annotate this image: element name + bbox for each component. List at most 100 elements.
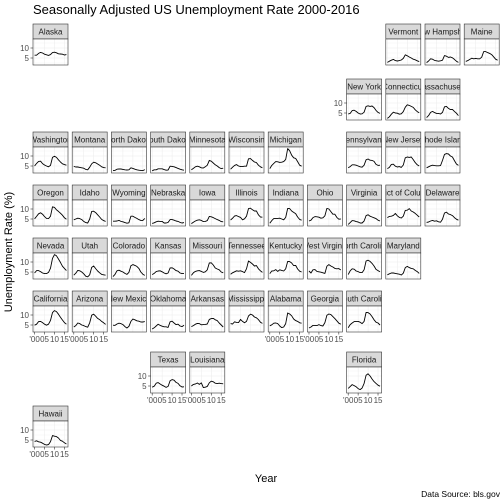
plot-bg-montana (72, 147, 108, 173)
strip-label-alaska: Alaska (38, 28, 63, 37)
panel-nebraska: Nebraska (150, 184, 186, 227)
plot-bg-alaska (33, 39, 68, 65)
series-line-ohio (308, 207, 341, 222)
series-line-rhode-island (426, 153, 459, 169)
strip-label-vermont: Vermont (388, 28, 419, 37)
panel-border-north-carolina (346, 252, 382, 280)
panel-idaho: Idaho (71, 184, 108, 227)
panel-new-hampshire: New Hampshire (424, 23, 461, 66)
strip-label-oklahoma: Oklahoma (150, 295, 187, 304)
plot-bg-texas (150, 367, 186, 393)
panel-border-nevada (32, 252, 69, 280)
panel-arkansas: Arkansas (189, 290, 226, 333)
series-line-pennsylvania (347, 158, 381, 169)
strip-label-utah: Utah (81, 242, 98, 251)
panel-border-arizona (71, 305, 108, 333)
series-line-connecticut (387, 104, 420, 119)
strip-label-district-of-columbia: District of Columbia (369, 189, 439, 198)
x-tick-label-hawaii-0: '00 (29, 450, 40, 459)
panel-border-north-dakota (111, 146, 147, 174)
panel-montana: Montana (71, 131, 108, 174)
strip-label-south-carolina: South Carolina (338, 295, 391, 304)
panel-border-idaho (71, 199, 108, 227)
y-tick-label-hawaii-0: 5 (25, 436, 30, 445)
panel-massachusetts: Massachusetts (416, 78, 469, 121)
panel-georgia: Georgia '00 05 10 15 (304, 290, 344, 344)
strip-label-rhode-island: Rhode Island (419, 136, 466, 145)
y-tick-label-washington-0: 5 (25, 162, 30, 171)
plot-bg-louisiana (189, 367, 225, 393)
plot-bg-indiana (268, 200, 304, 226)
plot-bg-florida (346, 367, 382, 393)
panel-border-maine (463, 38, 500, 66)
plot-bg-massachusetts (425, 94, 460, 120)
panel-border-maryland (385, 252, 422, 280)
panel-oklahoma: Oklahoma (150, 290, 187, 333)
plot-bg-idaho (72, 200, 108, 226)
strip-label-south-dakota: South Dakota (144, 136, 193, 145)
strip-label-illinois: Illinois (235, 189, 257, 198)
strip-label-nevada: Nevada (37, 242, 65, 251)
strip-label-alabama: Alabama (270, 295, 302, 304)
panel-washington: Washington 510 (20, 131, 69, 174)
panel-virginia: Virginia (346, 184, 382, 227)
strip-label-arizona: Arizona (76, 295, 104, 304)
panel-border-mississippi (228, 305, 265, 333)
series-line-virginia (347, 214, 381, 225)
panel-vermont: Vermont (385, 23, 422, 66)
y-tick-label-california-0: 5 (25, 321, 30, 330)
panel-missouri: Missouri (189, 237, 226, 280)
x-tick-label-california-3: 15 (60, 335, 69, 344)
x-tick-label-arizona-3: 15 (99, 335, 108, 344)
panel-border-pennsylvania (346, 146, 382, 174)
x-tick-label-texas-1: 05 (158, 396, 167, 405)
plot-bg-colorado (111, 253, 147, 279)
plot-bg-virginia (346, 200, 382, 226)
series-line-california (34, 310, 67, 326)
panel-border-colorado (111, 252, 147, 280)
panel-new-mexico: New Mexico (111, 290, 147, 333)
panel-kentucky: Kentucky (267, 237, 304, 280)
panel-border-ohio (307, 199, 343, 227)
strip-label-louisiana: Louisiana (190, 356, 225, 365)
x-tick-label-louisiana-3: 15 (217, 396, 226, 405)
x-tick-label-arizona-1: 05 (79, 335, 88, 344)
strip-label-texas: Texas (158, 356, 179, 365)
strip-label-arkansas: Arkansas (191, 295, 224, 304)
strip-label-massachusetts: Massachusetts (416, 83, 469, 92)
strip-label-nebraska: Nebraska (151, 189, 186, 198)
y-tick-label-california-1: 10 (20, 311, 29, 320)
x-tick-label-california-1: 05 (40, 335, 49, 344)
panel-border-alabama (267, 305, 304, 333)
panel-border-minnesota (189, 146, 226, 174)
x-tick-label-alabama-1: 05 (275, 335, 284, 344)
series-line-kentucky (269, 260, 302, 274)
strip-label-north-dakota: North Dakota (105, 136, 153, 145)
panel-border-connecticut (385, 93, 422, 121)
panel-border-west-virginia (307, 252, 343, 280)
panel-border-utah (71, 252, 108, 280)
series-line-idaho (73, 210, 106, 224)
panel-border-michigan (267, 146, 304, 174)
x-axis-title: Year (255, 473, 278, 485)
plot-bg-minnesota (189, 147, 225, 173)
series-line-new-york (348, 105, 381, 115)
panel-nevada: Nevada 510 (20, 237, 69, 280)
panel-border-texas (150, 366, 186, 394)
panel-maine: Maine (463, 23, 500, 66)
series-line-oklahoma (151, 320, 185, 330)
series-line-nebraska (152, 219, 185, 224)
panel-delaware: Delaware (424, 184, 461, 227)
x-tick-label-georgia-0: '00 (304, 335, 315, 344)
series-line-minnesota (191, 159, 224, 171)
strip-label-idaho: Idaho (80, 189, 101, 198)
strip-label-mississippi: Mississippi (227, 295, 266, 304)
y-axis-title: Unemployment Rate (%) (3, 192, 15, 312)
series-line-wyoming (112, 215, 146, 224)
x-tick-label-hawaii-3: 15 (60, 450, 69, 459)
strip-label-missouri: Missouri (192, 242, 222, 251)
panel-arizona: Arizona '00 05 10 15 (69, 290, 109, 344)
x-tick-label-california-2: 10 (50, 335, 59, 344)
